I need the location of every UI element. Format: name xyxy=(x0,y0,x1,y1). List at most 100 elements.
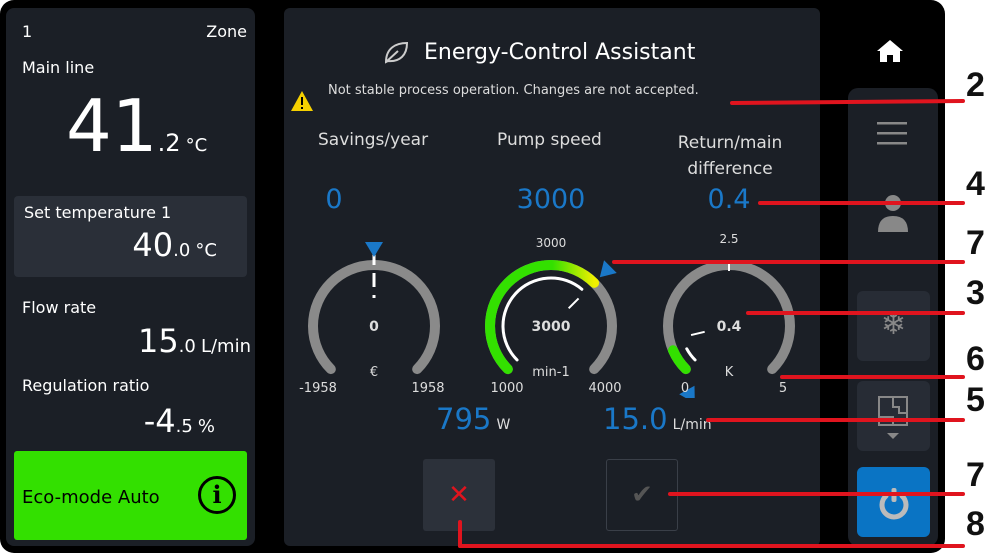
page-title: Energy-Control Assistant xyxy=(424,40,696,65)
warning-icon xyxy=(291,91,313,111)
checkmark-icon: ✔ xyxy=(631,480,653,510)
flow-readout: 15.0 L/min xyxy=(603,402,712,436)
gauge-center-value: 0 xyxy=(369,319,379,335)
eco-mode-label: Eco-mode Auto xyxy=(22,487,160,508)
callout-line-4 xyxy=(758,201,965,205)
gauge-top-label: 3000 xyxy=(536,236,567,250)
gauge-center-value: 3000 xyxy=(532,319,571,335)
callout-line-8 xyxy=(458,544,965,548)
eco-mode-button[interactable]: Eco-mode Auto i xyxy=(14,451,247,540)
gauge-track xyxy=(308,260,440,375)
pump-speed-value: 3000 xyxy=(516,184,586,215)
return-diff-value: 0.4 xyxy=(707,184,751,215)
gauge-value-arc xyxy=(485,260,600,375)
floor-plan-icon xyxy=(878,396,908,439)
callout-8: 8 xyxy=(966,505,985,543)
callout-3: 3 xyxy=(966,274,985,312)
gauge-track xyxy=(663,260,795,375)
main-line-temp: 41.2 °C xyxy=(66,84,207,168)
gauge-min-label: 0 xyxy=(681,381,689,396)
user-icon xyxy=(878,195,908,232)
gauge-max-label: 4000 xyxy=(588,381,621,396)
callout-line-7a xyxy=(612,260,965,264)
close-icon: ✕ xyxy=(448,480,470,510)
power-unit: W xyxy=(496,417,511,433)
flow-rate-value: 15.0 L/min xyxy=(138,322,251,360)
callout-line-6 xyxy=(780,375,965,379)
zone-panel: 1 Zone Main line 41.2 °C Set temperature… xyxy=(6,8,255,546)
callout-5: 5 xyxy=(966,381,985,419)
gauge-unit: € xyxy=(370,365,378,380)
menu-button[interactable] xyxy=(877,120,909,146)
regulation-ratio-value: -4.5 % xyxy=(144,402,215,440)
callout-6: 6 xyxy=(966,340,985,378)
menu-icon xyxy=(877,122,907,145)
diff-label-line2: difference xyxy=(687,159,773,179)
set-temp-int: 40 xyxy=(132,226,174,264)
cancel-button[interactable]: ✕ xyxy=(423,459,495,531)
callout-line-5 xyxy=(706,418,965,422)
gauges: 0 € -1958 1958 3000 3000 min-1 1000 4000 2.5 0.4 K 0… xyxy=(299,232,795,398)
gauge-top-label: 2.5 xyxy=(719,232,738,246)
diff-label-line1: Return/main xyxy=(677,133,783,153)
set-temp-unit: °C xyxy=(195,240,217,261)
flow-unit: L/min xyxy=(200,336,251,357)
power-readout: 795 W xyxy=(436,402,510,436)
reg-unit: % xyxy=(197,416,215,437)
gauge-max-label: 1958 xyxy=(411,381,444,396)
regulation-ratio-label: Regulation ratio xyxy=(22,376,150,395)
flow-unit-center: L/min xyxy=(672,417,712,433)
cooling-button[interactable]: ❄ xyxy=(857,291,930,361)
flow-rate-label: Flow rate xyxy=(22,298,97,317)
set-temp-label: Set temperature 1 xyxy=(24,203,172,222)
gauge-unit: K xyxy=(725,365,734,380)
return-main-diff-label: Return/main difference xyxy=(650,130,810,182)
setpoint-marker xyxy=(679,385,695,398)
info-icon[interactable]: i xyxy=(198,476,236,514)
callout-7a: 7 xyxy=(966,224,985,262)
zone-number: 1 xyxy=(22,22,33,41)
floor-plan-button[interactable] xyxy=(857,381,930,451)
callout-line-8-vertical xyxy=(458,520,462,548)
gauge-value-arc xyxy=(668,345,691,375)
set-temperature-button[interactable]: Set temperature 1 40.0 °C xyxy=(14,196,247,277)
callout-7b: 7 xyxy=(966,456,985,494)
gauge-needle xyxy=(567,297,580,310)
reg-dec: .5 xyxy=(175,416,193,437)
zone-label: Zone xyxy=(206,22,247,41)
home-button[interactable] xyxy=(848,14,930,86)
main-temp-dec: .2 xyxy=(157,129,181,157)
flow-value: 15.0 xyxy=(603,402,668,436)
power-button[interactable] xyxy=(857,467,930,537)
reg-int: -4 xyxy=(143,402,176,440)
set-temp-dec: .0 xyxy=(173,240,191,261)
gauge-min-label: 1000 xyxy=(490,381,523,396)
gauge-max-label: 5 xyxy=(779,381,787,396)
user-button[interactable] xyxy=(878,192,908,232)
setpoint-marker xyxy=(599,260,617,278)
flow-dec: .0 xyxy=(178,336,196,357)
power-icon xyxy=(879,488,909,520)
gauge-center-value: 0.4 xyxy=(717,319,742,335)
home-icon xyxy=(877,40,903,62)
main-temp-unit: °C xyxy=(185,135,208,156)
setpoint-marker xyxy=(365,242,383,257)
callout-line-3 xyxy=(746,311,965,315)
savings-value: 0 xyxy=(325,184,343,215)
savings-label: Savings/year xyxy=(318,130,429,150)
set-temp-value: 40.0 °C xyxy=(132,226,217,264)
pump-speed-label: Pump speed xyxy=(497,130,602,150)
callout-2: 2 xyxy=(966,66,985,104)
main-temp-int: 41 xyxy=(66,84,158,168)
accept-button[interactable]: ✔ xyxy=(606,459,678,531)
main-line-label: Main line xyxy=(22,58,95,77)
gauge-actual-arc xyxy=(501,276,584,362)
leaf-icon xyxy=(384,41,409,64)
energy-control-panel: Energy-Control Assistant Not stable proc… xyxy=(284,8,820,546)
gauge-unit: min-1 xyxy=(532,365,569,380)
gauge-min-label: -1958 xyxy=(299,381,337,396)
callout-line-7b xyxy=(668,492,965,496)
callout-4: 4 xyxy=(966,165,985,203)
gauge-needle xyxy=(690,330,705,337)
power-value: 795 xyxy=(436,402,492,436)
